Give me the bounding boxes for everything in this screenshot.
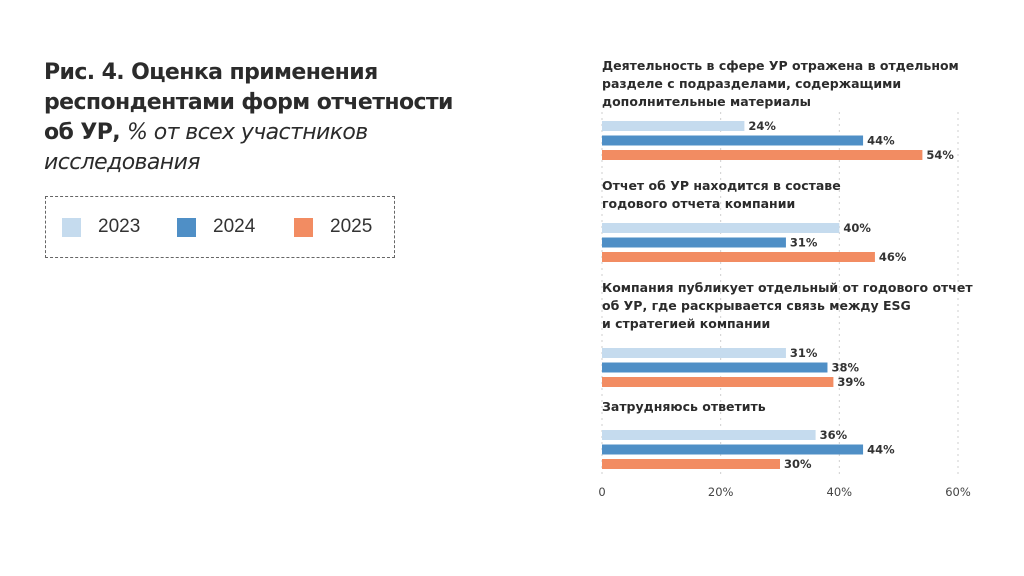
legend-label-2025: 2025 bbox=[330, 216, 373, 237]
data-label-2024: 44% bbox=[867, 134, 895, 148]
bar-2025 bbox=[602, 150, 923, 160]
legend-label-2023: 2023 bbox=[98, 216, 141, 237]
data-label-2024: 44% bbox=[867, 443, 895, 457]
category-label: и стратегией компании bbox=[602, 316, 770, 331]
legend-label-2024: 2024 bbox=[213, 216, 256, 237]
category-label: Затрудняюсь ответить bbox=[602, 399, 766, 414]
data-label-2025: 39% bbox=[837, 375, 865, 389]
bar-2023 bbox=[602, 348, 786, 358]
data-label-2024: 31% bbox=[790, 236, 818, 250]
bar-2023 bbox=[602, 430, 816, 440]
legend-swatch-2025 bbox=[294, 218, 313, 237]
bar-2023 bbox=[602, 223, 840, 233]
category-label: разделе с подразделами, содержащими bbox=[602, 76, 901, 91]
bar-2025 bbox=[602, 252, 875, 262]
legend-swatch-2024 bbox=[177, 218, 196, 237]
title-main: Рис. 4. Оценка применения респондентами … bbox=[44, 60, 453, 145]
data-label-2023: 36% bbox=[820, 428, 848, 442]
x-tick-label: 20% bbox=[708, 485, 734, 499]
x-tick-label: 40% bbox=[827, 485, 853, 499]
category-label: об УР, где раскрывается связь между ESG bbox=[602, 298, 911, 313]
data-label-2025: 46% bbox=[879, 250, 907, 264]
category-label: Отчет об УР находится в составе bbox=[602, 178, 841, 193]
bar-2025 bbox=[602, 377, 834, 387]
category-label: Деятельность в сфере УР отражена в отдел… bbox=[602, 58, 959, 73]
legend-swatch-2023 bbox=[62, 218, 81, 237]
figure-title: Рис. 4. Оценка применения респондентами … bbox=[44, 58, 484, 178]
legend: 2023 2024 2025 bbox=[45, 196, 395, 258]
data-label-2025: 30% bbox=[784, 457, 812, 471]
bar-2025 bbox=[602, 459, 780, 469]
data-label-2023: 40% bbox=[843, 221, 871, 235]
category-label: Компания публикует отдельный от годового… bbox=[602, 280, 973, 295]
bar-2024 bbox=[602, 362, 828, 373]
title-subtitle: % от всех участников исследования bbox=[44, 120, 368, 175]
bar-2023 bbox=[602, 121, 745, 131]
data-label-2023: 31% bbox=[790, 346, 818, 360]
data-label-2024: 38% bbox=[831, 361, 859, 375]
bar-2024 bbox=[602, 135, 864, 146]
x-tick-label: 0 bbox=[598, 485, 605, 499]
data-label-2023: 24% bbox=[748, 119, 776, 133]
category-label: годового отчета компании bbox=[602, 196, 795, 211]
x-tick-label: 60% bbox=[945, 485, 971, 499]
data-label-2025: 54% bbox=[926, 148, 954, 162]
bar-2024 bbox=[602, 444, 864, 455]
category-label: дополнительные материалы bbox=[602, 94, 811, 109]
bar-2024 bbox=[602, 237, 786, 248]
